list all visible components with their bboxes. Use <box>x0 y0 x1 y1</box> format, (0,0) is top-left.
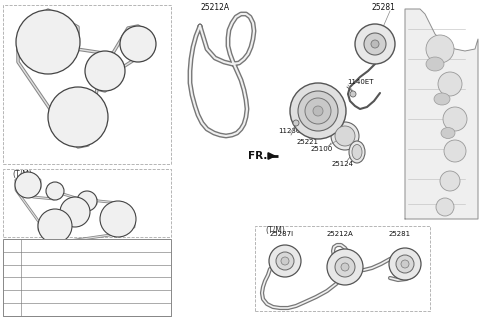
Text: 25281: 25281 <box>371 3 395 11</box>
Circle shape <box>371 40 379 48</box>
Text: (T/M): (T/M) <box>12 169 32 179</box>
Text: 25212A: 25212A <box>201 3 229 11</box>
Text: 25287I: 25287I <box>270 231 294 237</box>
Circle shape <box>46 182 64 200</box>
Circle shape <box>327 249 363 285</box>
Text: IP: IP <box>9 266 15 276</box>
Text: 1123GG: 1123GG <box>278 128 307 134</box>
Polygon shape <box>405 9 478 219</box>
Circle shape <box>350 91 356 97</box>
Circle shape <box>313 106 323 116</box>
Bar <box>255 226 430 311</box>
Bar <box>3 169 171 237</box>
Circle shape <box>426 35 454 63</box>
Circle shape <box>15 172 41 198</box>
Ellipse shape <box>441 128 455 138</box>
Circle shape <box>276 252 294 270</box>
Text: TP: TP <box>7 279 17 288</box>
Circle shape <box>341 263 349 271</box>
Circle shape <box>120 26 156 62</box>
Circle shape <box>443 107 467 131</box>
Circle shape <box>355 24 395 64</box>
Ellipse shape <box>352 145 362 160</box>
Text: WP: WP <box>6 292 18 301</box>
Circle shape <box>281 257 289 265</box>
Text: 25212A: 25212A <box>326 231 353 237</box>
Text: WP: WP <box>98 66 112 76</box>
Text: TENSIONER PULLEY: TENSIONER PULLEY <box>24 279 98 288</box>
Circle shape <box>100 201 136 237</box>
Text: AC: AC <box>50 221 60 231</box>
Text: WP: WP <box>70 209 81 215</box>
Text: CS: CS <box>113 214 123 224</box>
Circle shape <box>389 248 421 280</box>
Text: CRANKSHAFT: CRANKSHAFT <box>24 305 75 314</box>
Circle shape <box>438 72 462 96</box>
Text: ALTERNATOR: ALTERNATOR <box>24 241 73 250</box>
Circle shape <box>444 140 466 162</box>
Text: TP: TP <box>83 198 91 204</box>
Text: 25124: 25124 <box>332 161 354 167</box>
Ellipse shape <box>349 141 365 163</box>
Ellipse shape <box>426 57 444 71</box>
Circle shape <box>436 198 454 216</box>
Text: 25221: 25221 <box>297 139 319 145</box>
Text: IDLER PULLEY: IDLER PULLEY <box>24 266 77 276</box>
Circle shape <box>335 126 355 146</box>
Circle shape <box>401 260 409 268</box>
Text: 25281: 25281 <box>389 231 411 237</box>
Text: AN: AN <box>7 241 17 250</box>
Circle shape <box>396 255 414 273</box>
Text: 1140ET: 1140ET <box>347 79 373 85</box>
Text: WATER PUMP: WATER PUMP <box>24 292 74 301</box>
Circle shape <box>440 171 460 191</box>
Text: AIR CON COMPRESSOR: AIR CON COMPRESSOR <box>24 254 112 263</box>
Text: 25100: 25100 <box>311 146 333 152</box>
Circle shape <box>16 10 80 74</box>
Text: AC: AC <box>71 112 85 122</box>
Text: CS: CS <box>41 37 55 47</box>
Bar <box>3 239 171 316</box>
Circle shape <box>269 245 301 277</box>
Bar <box>3 5 171 164</box>
Text: IP: IP <box>52 188 58 194</box>
Text: AC: AC <box>7 254 17 263</box>
Circle shape <box>298 91 338 131</box>
Circle shape <box>364 33 386 55</box>
Circle shape <box>85 51 125 91</box>
Circle shape <box>331 122 359 150</box>
Text: (T/M): (T/M) <box>265 226 285 235</box>
Circle shape <box>335 257 355 277</box>
Text: AN: AN <box>132 40 144 48</box>
Circle shape <box>293 120 299 126</box>
Ellipse shape <box>434 93 450 105</box>
Circle shape <box>305 98 331 124</box>
Text: FR.: FR. <box>248 151 268 161</box>
Circle shape <box>77 191 97 211</box>
Circle shape <box>60 197 90 227</box>
Circle shape <box>290 83 346 139</box>
Text: CS: CS <box>7 305 17 314</box>
Text: AN: AN <box>23 182 33 188</box>
Circle shape <box>38 209 72 243</box>
Circle shape <box>48 87 108 147</box>
